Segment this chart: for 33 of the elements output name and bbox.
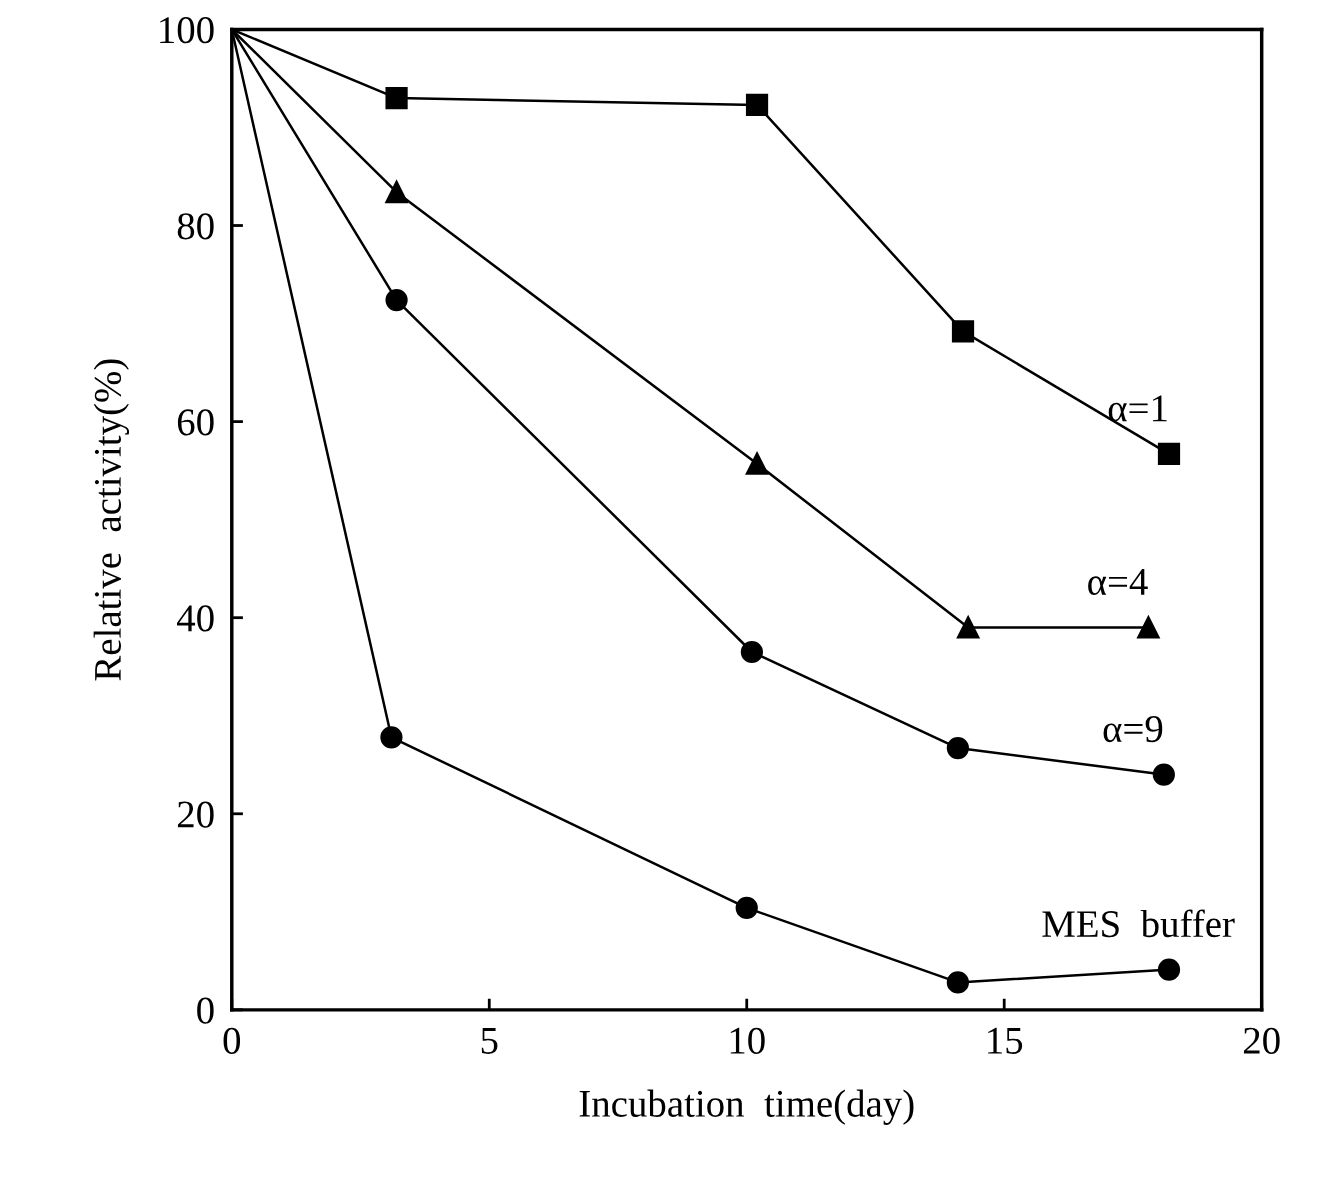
y-tick-label: 80 (177, 213, 214, 240)
point (745, 93, 769, 117)
y-tick-label: 0 (197, 997, 214, 1024)
point (385, 86, 408, 110)
series-label: α=4 (1088, 569, 1148, 596)
point (1157, 442, 1181, 466)
x-tick-label: 5 (481, 1028, 498, 1054)
y-tick-label: 20 (177, 801, 214, 828)
point (946, 971, 969, 994)
point (951, 320, 975, 343)
y-tick-label: 60 (177, 409, 214, 436)
point (380, 726, 403, 749)
y-tick-label: 40 (177, 605, 214, 632)
y-tick-label: 100 (160, 17, 214, 44)
series-label: α=9 (1103, 716, 1163, 743)
point (385, 181, 408, 204)
series-label: MES buffer (1042, 909, 1235, 938)
y-axis-title: Relative activity(%) (93, 359, 130, 681)
x-tick-label: 0 (223, 1027, 241, 1054)
point (735, 896, 758, 920)
point (1157, 958, 1181, 981)
point (740, 640, 763, 664)
point (1137, 616, 1160, 639)
point (957, 616, 980, 639)
point (745, 452, 769, 475)
x-tick-label: 10 (730, 1027, 765, 1054)
x-tick-label: 20 (1243, 1027, 1280, 1054)
x-tick-label: 15 (988, 1027, 1023, 1054)
series-label: α=1 (1108, 395, 1167, 422)
point (946, 736, 969, 760)
point (385, 288, 408, 312)
point (1152, 763, 1175, 786)
x-axis-title: Incubation time(day) (579, 1089, 914, 1125)
